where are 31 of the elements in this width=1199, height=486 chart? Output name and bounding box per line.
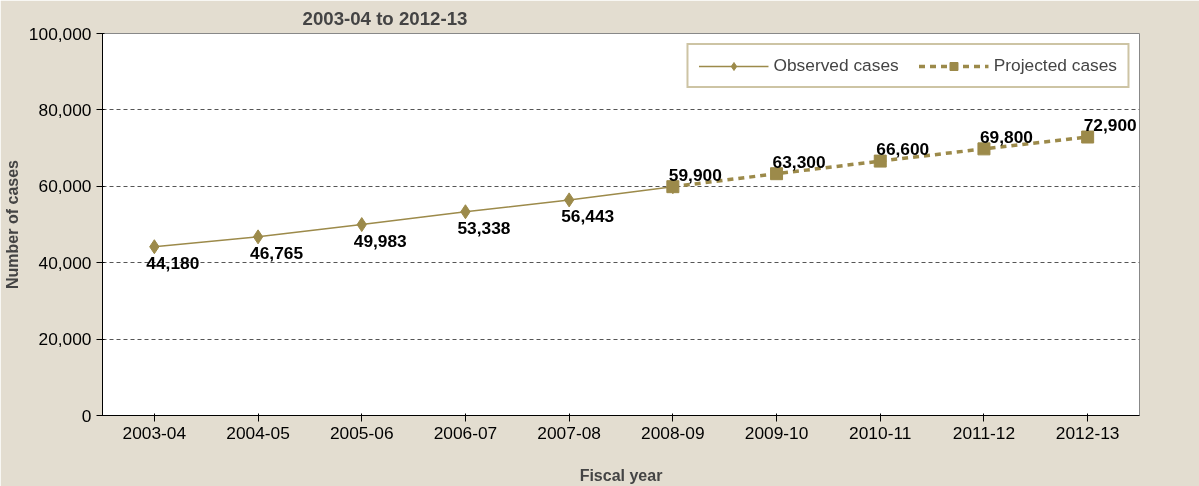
- x-tick-label: 2011-12: [952, 422, 1016, 443]
- data-label: 44,180: [146, 252, 200, 273]
- y-tick-label: 0: [81, 405, 92, 426]
- legend-label: Observed cases: [773, 55, 899, 76]
- x-tick-label: 2006-07: [433, 422, 498, 443]
- y-tick-label: 20,000: [38, 329, 92, 350]
- x-tick-label: 2009-10: [744, 422, 809, 443]
- x-axis-title: Fiscal year: [579, 466, 663, 484]
- y-tick-label: 40,000: [38, 252, 92, 273]
- legend-label: Projected cases: [993, 55, 1117, 76]
- x-tick-label: 2010-11: [849, 422, 912, 443]
- y-tick-label: 100,000: [28, 23, 92, 44]
- data-label: 46,765: [250, 242, 304, 263]
- x-tick-label: 2004-05: [226, 422, 290, 443]
- x-tick-label: 2003-04: [122, 422, 187, 443]
- data-label: 53,338: [457, 217, 511, 238]
- x-tick-label: 2005-06: [329, 422, 394, 443]
- x-tick-label: 2012-13: [1055, 422, 1120, 443]
- data-label: 66,600: [876, 139, 930, 160]
- data-label: 59,900: [668, 164, 722, 185]
- y-tick-label: 80,000: [38, 99, 92, 120]
- data-label: 49,983: [353, 230, 408, 251]
- chart-title: 2003-04 to 2012-13: [302, 7, 468, 29]
- data-label: 63,300: [772, 151, 826, 172]
- data-label: 56,443: [561, 205, 615, 226]
- x-tick-label: 2007-08: [537, 422, 601, 443]
- y-axis-title: Number of cases: [3, 159, 21, 289]
- data-label: 69,800: [979, 126, 1033, 147]
- data-label: 72,900: [1083, 115, 1137, 136]
- x-tick-label: 2008-09: [641, 422, 705, 443]
- y-tick-label: 60,000: [38, 176, 92, 197]
